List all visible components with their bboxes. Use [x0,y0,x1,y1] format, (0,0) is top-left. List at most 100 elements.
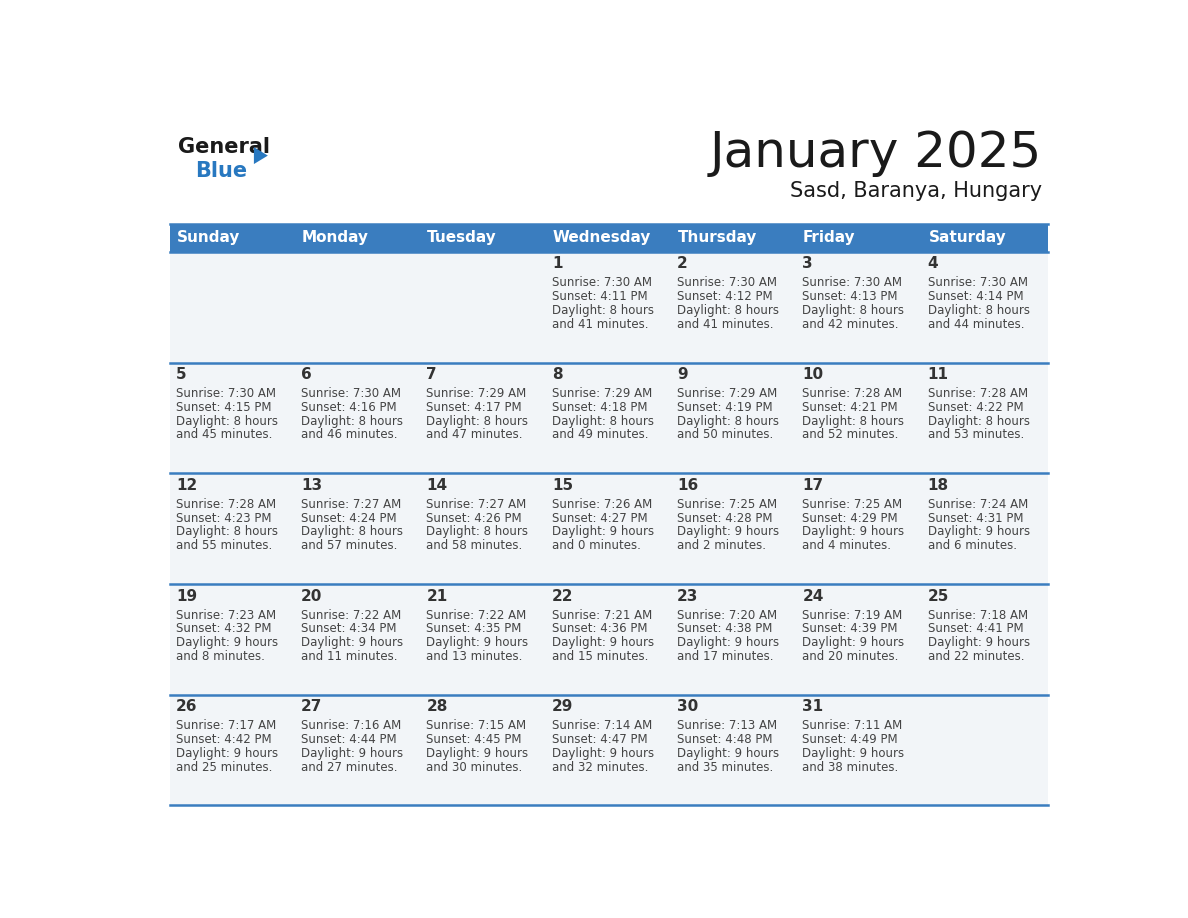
Bar [170,474,296,584]
Text: and 20 minutes.: and 20 minutes. [802,650,899,663]
Text: and 41 minutes.: and 41 minutes. [551,318,649,330]
Text: Sunrise: 7:29 AM: Sunrise: 7:29 AM [551,387,652,400]
Text: and 4 minutes.: and 4 minutes. [802,539,891,552]
Text: Sunday: Sunday [177,230,240,245]
Text: Sunrise: 7:22 AM: Sunrise: 7:22 AM [426,609,526,621]
Text: and 17 minutes.: and 17 minutes. [677,650,773,663]
Text: 24: 24 [802,588,823,604]
Text: Daylight: 9 hours: Daylight: 9 hours [677,525,779,538]
Text: and 53 minutes.: and 53 minutes. [928,429,1024,442]
Bar [546,695,671,805]
Text: 23: 23 [677,588,699,604]
Text: Daylight: 8 hours: Daylight: 8 hours [928,415,1030,428]
Bar [421,474,546,584]
Text: Daylight: 9 hours: Daylight: 9 hours [551,636,653,649]
Text: and 42 minutes.: and 42 minutes. [802,318,899,330]
Text: 21: 21 [426,588,448,604]
Text: Sunset: 4:44 PM: Sunset: 4:44 PM [302,733,397,746]
Polygon shape [254,147,267,164]
Text: Sunrise: 7:16 AM: Sunrise: 7:16 AM [302,720,402,733]
Bar [671,224,797,252]
Text: 2: 2 [677,256,688,272]
Text: 12: 12 [176,478,197,493]
Bar [922,252,1048,363]
Text: Sunset: 4:17 PM: Sunset: 4:17 PM [426,401,522,414]
Text: Sunset: 4:28 PM: Sunset: 4:28 PM [677,511,772,525]
Bar [421,363,546,474]
Bar [922,363,1048,474]
Text: Sunset: 4:38 PM: Sunset: 4:38 PM [677,622,772,635]
Bar [170,695,296,805]
Text: Sunrise: 7:18 AM: Sunrise: 7:18 AM [928,609,1028,621]
Text: Sasd, Baranya, Hungary: Sasd, Baranya, Hungary [790,181,1042,201]
Text: Daylight: 9 hours: Daylight: 9 hours [802,525,904,538]
Text: and 58 minutes.: and 58 minutes. [426,539,523,552]
Text: and 50 minutes.: and 50 minutes. [677,429,773,442]
Text: Daylight: 8 hours: Daylight: 8 hours [677,304,779,317]
Bar [421,695,546,805]
Text: and 57 minutes.: and 57 minutes. [302,539,398,552]
Text: 3: 3 [802,256,813,272]
Text: Sunset: 4:22 PM: Sunset: 4:22 PM [928,401,1023,414]
Bar [546,363,671,474]
Bar [421,252,546,363]
Text: Sunrise: 7:17 AM: Sunrise: 7:17 AM [176,720,276,733]
Text: Sunrise: 7:23 AM: Sunrise: 7:23 AM [176,609,276,621]
Text: Daylight: 9 hours: Daylight: 9 hours [928,525,1030,538]
Text: Sunrise: 7:29 AM: Sunrise: 7:29 AM [426,387,526,400]
Text: Sunset: 4:31 PM: Sunset: 4:31 PM [928,511,1023,525]
Text: Sunrise: 7:22 AM: Sunrise: 7:22 AM [302,609,402,621]
Text: Sunset: 4:16 PM: Sunset: 4:16 PM [302,401,397,414]
Text: Monday: Monday [302,230,368,245]
Text: Sunset: 4:47 PM: Sunset: 4:47 PM [551,733,647,746]
Text: 29: 29 [551,700,573,714]
Bar [797,363,922,474]
Bar [797,224,922,252]
Text: and 41 minutes.: and 41 minutes. [677,318,773,330]
Text: Sunset: 4:32 PM: Sunset: 4:32 PM [176,622,271,635]
Text: and 47 minutes.: and 47 minutes. [426,429,523,442]
Text: Daylight: 8 hours: Daylight: 8 hours [302,525,403,538]
Text: and 11 minutes.: and 11 minutes. [302,650,398,663]
Text: 16: 16 [677,478,699,493]
Text: and 49 minutes.: and 49 minutes. [551,429,649,442]
Bar [922,695,1048,805]
Text: Daylight: 8 hours: Daylight: 8 hours [928,304,1030,317]
Text: and 30 minutes.: and 30 minutes. [426,760,523,774]
Text: Sunrise: 7:26 AM: Sunrise: 7:26 AM [551,498,652,511]
Text: and 52 minutes.: and 52 minutes. [802,429,899,442]
Text: Sunset: 4:39 PM: Sunset: 4:39 PM [802,622,898,635]
Text: Sunrise: 7:30 AM: Sunrise: 7:30 AM [551,276,652,289]
Text: and 0 minutes.: and 0 minutes. [551,539,640,552]
Bar [671,474,797,584]
Text: Sunset: 4:13 PM: Sunset: 4:13 PM [802,290,898,303]
Text: Sunrise: 7:30 AM: Sunrise: 7:30 AM [802,276,903,289]
Text: and 22 minutes.: and 22 minutes. [928,650,1024,663]
Text: and 55 minutes.: and 55 minutes. [176,539,272,552]
Text: Daylight: 9 hours: Daylight: 9 hours [176,747,278,760]
Text: Daylight: 9 hours: Daylight: 9 hours [426,747,529,760]
Text: Sunrise: 7:11 AM: Sunrise: 7:11 AM [802,720,903,733]
Text: 18: 18 [928,478,949,493]
Bar [170,584,296,695]
Text: Sunrise: 7:30 AM: Sunrise: 7:30 AM [928,276,1028,289]
Text: and 45 minutes.: and 45 minutes. [176,429,272,442]
Bar [797,584,922,695]
Text: and 32 minutes.: and 32 minutes. [551,760,649,774]
Text: Sunrise: 7:30 AM: Sunrise: 7:30 AM [677,276,777,289]
Text: 4: 4 [928,256,939,272]
Text: Saturday: Saturday [929,230,1006,245]
Text: Sunrise: 7:30 AM: Sunrise: 7:30 AM [302,387,402,400]
Text: Blue: Blue [195,162,247,181]
Text: Sunset: 4:45 PM: Sunset: 4:45 PM [426,733,522,746]
Text: Wednesday: Wednesday [552,230,651,245]
Text: Daylight: 8 hours: Daylight: 8 hours [551,304,653,317]
Text: Daylight: 8 hours: Daylight: 8 hours [677,415,779,428]
Text: Sunrise: 7:13 AM: Sunrise: 7:13 AM [677,720,777,733]
Text: Daylight: 8 hours: Daylight: 8 hours [802,415,904,428]
Text: Daylight: 8 hours: Daylight: 8 hours [176,415,278,428]
Text: Sunrise: 7:28 AM: Sunrise: 7:28 AM [176,498,276,511]
Text: 27: 27 [302,700,323,714]
Text: 26: 26 [176,700,197,714]
Bar [546,474,671,584]
